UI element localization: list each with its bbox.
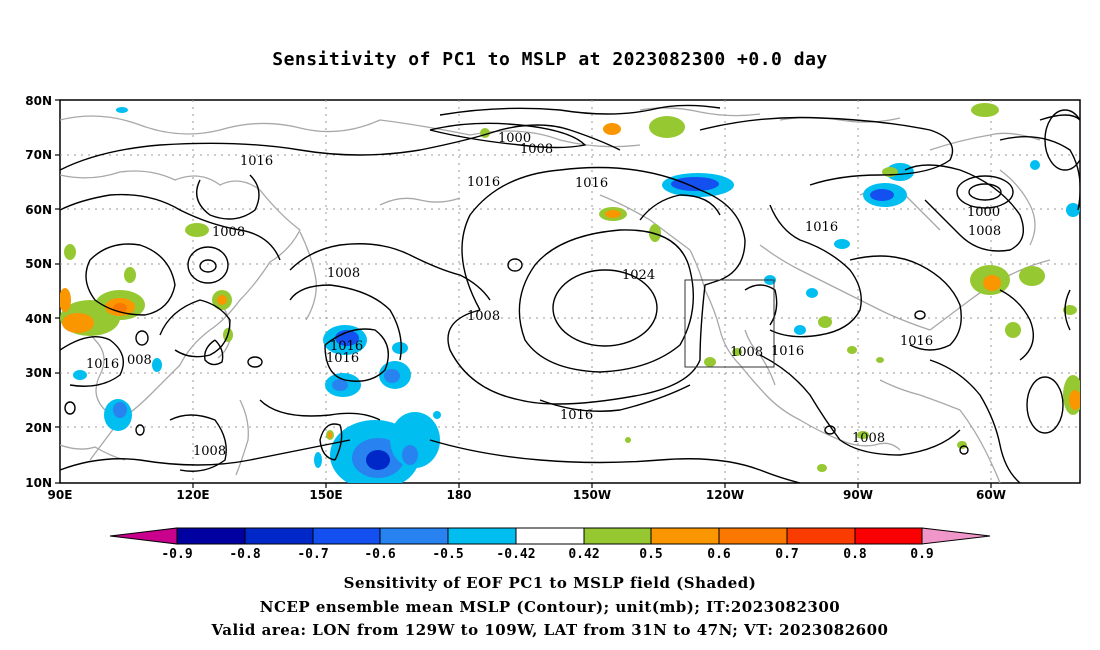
contour-label: 1008 [467, 309, 500, 324]
lon-tick-label: 180 [446, 488, 471, 502]
colorbar-cell [244, 527, 314, 545]
lat-tick-label: 80N [25, 94, 52, 108]
colorbar-cell [312, 527, 381, 545]
colorbar-label: -0.9 [161, 547, 192, 562]
colorbar-label: -0.5 [432, 547, 463, 562]
contour-label: 1016 [771, 344, 804, 359]
lat-tick-label: 60N [25, 203, 52, 217]
contour-label: 1016 [900, 334, 933, 349]
caption-shaded: Sensitivity of EOF PC1 to MSLP field (Sh… [343, 574, 757, 592]
colorbar-label: -0.7 [297, 547, 328, 562]
contour-label: 1016 [240, 154, 273, 169]
colorbar-high-arrow [921, 527, 991, 545]
lon-tick-label: 60W [976, 488, 1006, 502]
valid-area-box [684, 279, 775, 368]
contour-labels: 1000 1008 1016 1016 1016 1008 1008 1024 … [86, 131, 1001, 459]
contour-label: 1000 [967, 205, 1000, 220]
contour-label: 1008 [968, 224, 1001, 239]
colorbar-cell [650, 527, 720, 545]
contour-label: 1008 [730, 345, 763, 360]
lon-tick-label: 120W [706, 488, 744, 502]
colorbar: -0.9 -0.8 -0.7 -0.6 -0.5 -0.42 0.42 0.5 … [109, 527, 991, 562]
colorbar-cell [515, 527, 585, 545]
contour-label: 1024 [622, 268, 655, 283]
map-frame [59, 99, 1081, 484]
contour-label: 1016 [86, 357, 119, 372]
contour-label: 1008 [212, 225, 245, 240]
contour-label: 1008 [193, 444, 226, 459]
latitude-axis: 80N 70N 60N 50N 40N 30N 20N 10N [25, 94, 60, 490]
contour-label: 1016 [560, 408, 593, 423]
contour-label: 1000 [498, 131, 531, 146]
colorbar-cell [447, 527, 517, 545]
colorbar-cell [718, 527, 788, 545]
lat-tick-label: 40N [25, 312, 52, 326]
colorbar-label: 0.9 [910, 547, 933, 562]
colorbar-cell [854, 527, 923, 545]
caption-valid-area: Valid area: LON from 129W to 109W, LAT f… [211, 621, 889, 639]
colorbar-label: 0.8 [843, 547, 867, 562]
contour-label: 008 [127, 353, 152, 368]
longitude-axis: 90E 120E 150E 180 150W 120W 90W 60W [48, 483, 1006, 502]
lat-tick-label: 50N [25, 257, 52, 271]
colorbar-cell [379, 527, 449, 545]
contour-label: 1016 [467, 175, 500, 190]
contour-label: 1016 [575, 176, 608, 191]
gridlines [60, 100, 1080, 483]
sensitivity-shading [60, 103, 1080, 483]
colorbar-cell [786, 527, 856, 545]
contour-label: 1016 [805, 220, 838, 235]
lon-tick-label: 90W [843, 488, 873, 502]
colorbar-label: 0.42 [568, 547, 599, 562]
colorbar-cell [583, 527, 652, 545]
lat-tick-label: 30N [25, 366, 52, 380]
lon-tick-label: 120E [176, 488, 209, 502]
lon-tick-label: 150W [573, 488, 611, 502]
contour-label: 1008 [327, 266, 360, 281]
lon-tick-label: 90E [48, 488, 73, 502]
lon-tick-label: 150E [309, 488, 342, 502]
colorbar-label: -0.42 [496, 547, 535, 562]
lat-tick-label: 70N [25, 148, 52, 162]
contour-label: 1016 [330, 339, 363, 354]
colorbar-label: 0.6 [707, 547, 731, 562]
contour-label: 1008 [520, 142, 553, 157]
colorbar-label: 0.5 [639, 547, 662, 562]
lat-tick-label: 10N [25, 476, 52, 490]
colorbar-label: -0.8 [229, 547, 260, 562]
colorbar-cell [176, 527, 246, 545]
chart-title: Sensitivity of PC1 to MSLP at 2023082300… [272, 49, 828, 70]
colorbar-label: 0.7 [775, 547, 798, 562]
lat-tick-label: 20N [25, 421, 52, 435]
contour-label: 1008 [852, 431, 885, 446]
caption-contour: NCEP ensemble mean MSLP (Contour); unit(… [259, 598, 841, 616]
colorbar-low-arrow [109, 527, 178, 545]
colorbar-label: -0.6 [364, 547, 395, 562]
contour-label: 1016 [326, 351, 359, 366]
